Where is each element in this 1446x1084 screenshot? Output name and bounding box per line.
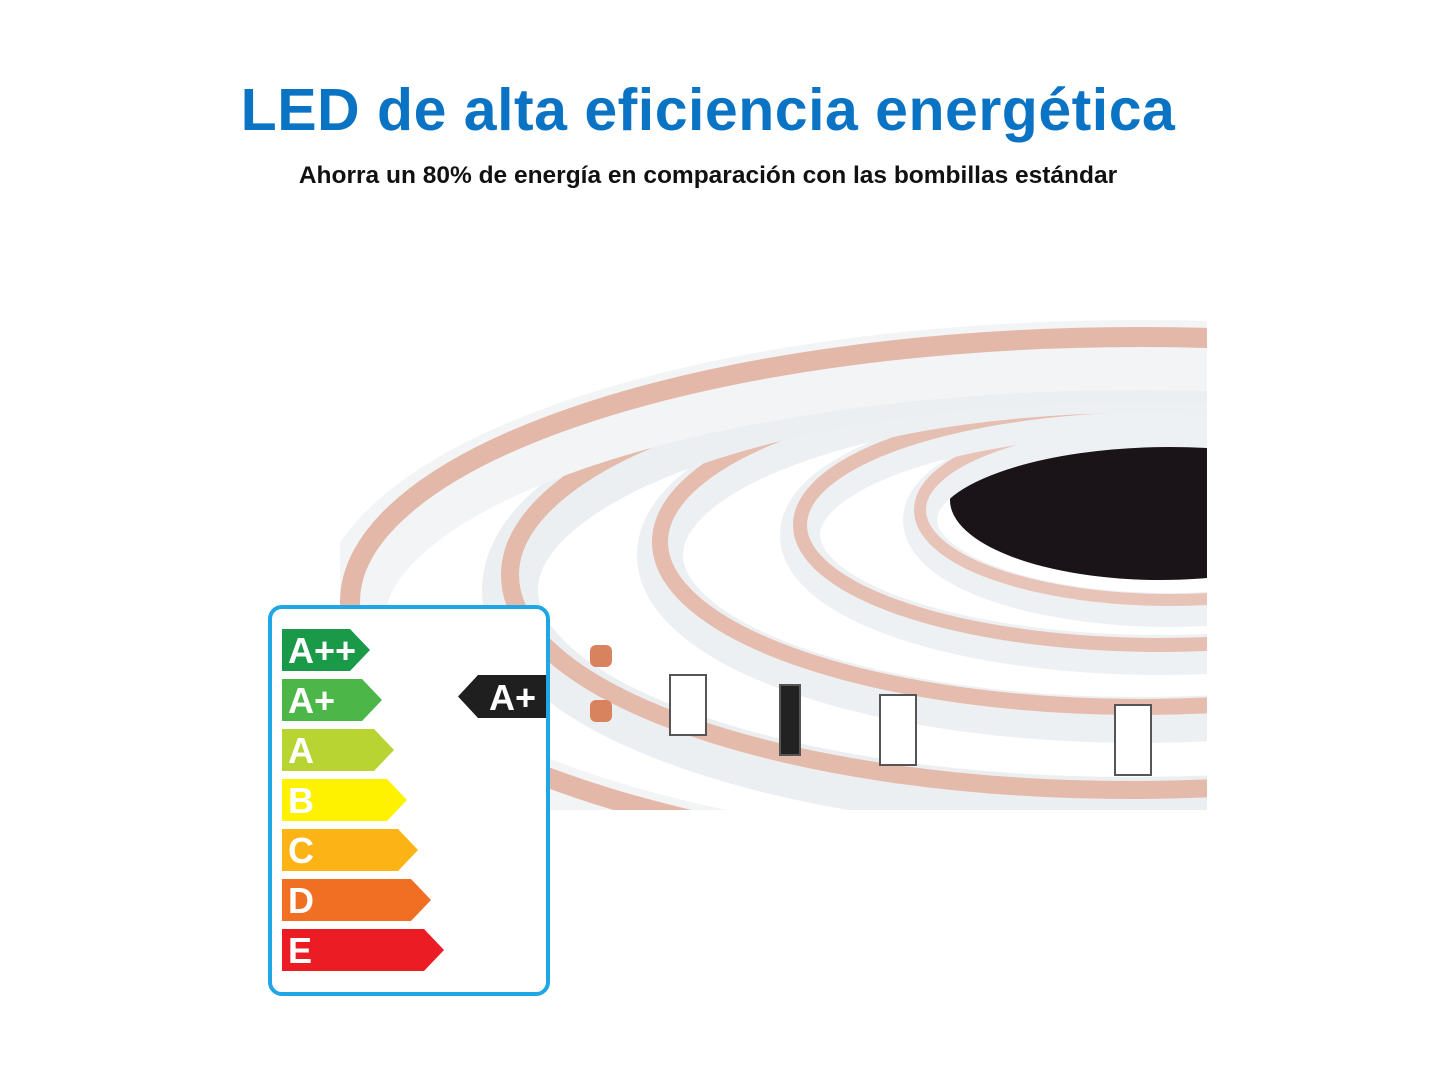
energy-class-a: A <box>282 729 394 771</box>
energy-class-c: C <box>282 829 418 871</box>
energy-class-a-plus: A+ <box>282 679 382 721</box>
energy-rating-indicator: A+ <box>458 675 546 718</box>
energy-class-e: E <box>282 929 444 971</box>
led-chips <box>590 645 1152 776</box>
headline: LED de alta eficiencia energética <box>240 77 1176 143</box>
subheadline: Ahorra un 80% de energía en comparación … <box>298 162 1118 189</box>
energy-class-d: D <box>282 879 431 921</box>
energy-class-a-plus-plus: A++ <box>282 629 370 671</box>
energy-label: A++ A+ A B C D E A+ <box>268 605 550 996</box>
energy-class-b: B <box>282 779 407 821</box>
